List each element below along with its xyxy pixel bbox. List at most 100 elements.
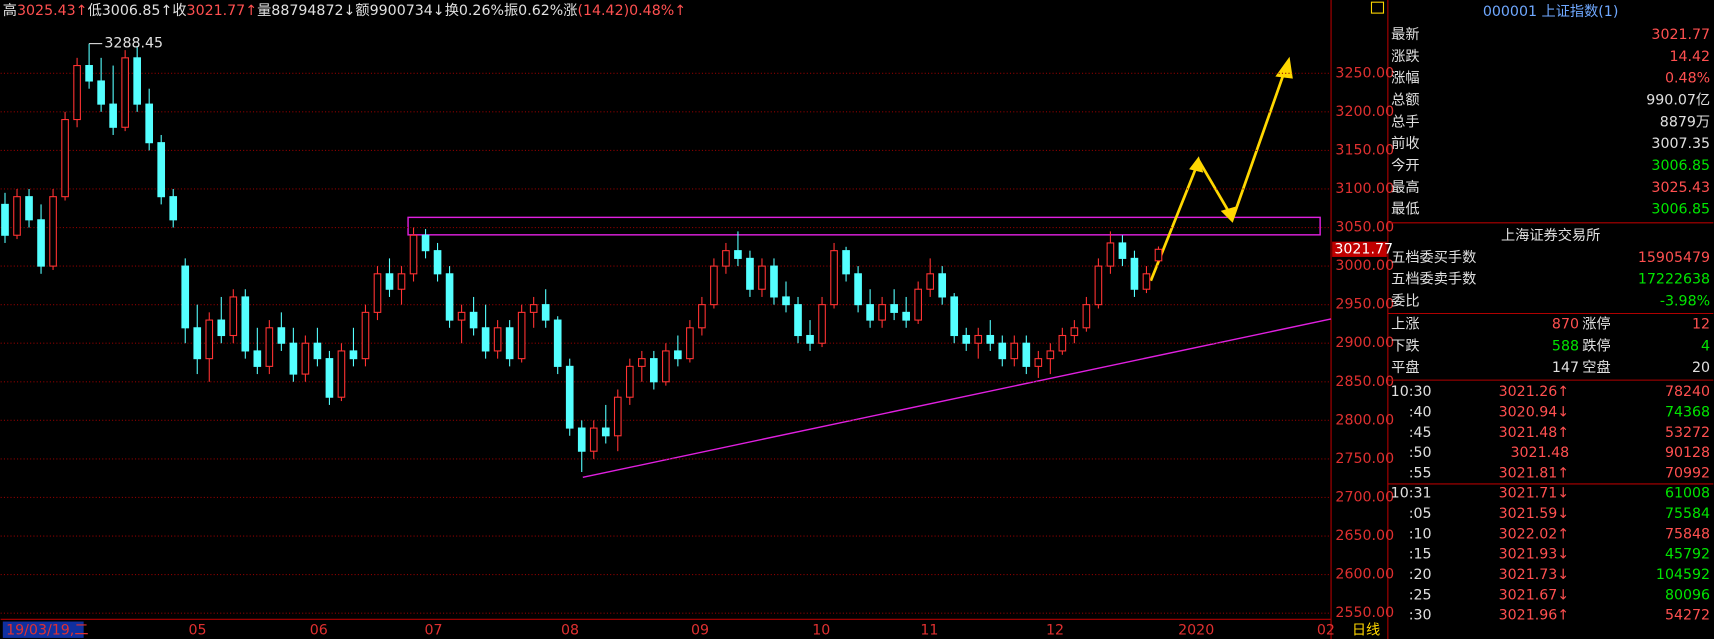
stat-label: 涨停 [1582, 315, 1610, 332]
period-label[interactable]: 日线 [1352, 622, 1380, 638]
x-tick-label: 06 [310, 622, 328, 638]
trend-line [582, 318, 1332, 479]
x-tick-label: 19/03/19,二 [6, 622, 88, 638]
candle-body [349, 350, 358, 360]
candle-body [97, 80, 105, 105]
tick-price: 3021.26↑ [1499, 384, 1570, 400]
candle-body [601, 427, 610, 437]
tick-price: 3021.67↓ [1499, 587, 1570, 603]
candle-body [662, 350, 670, 383]
quote-label: 换 [445, 2, 459, 19]
candle-body [1154, 248, 1163, 262]
tick-price: 3021.48 [1511, 445, 1570, 461]
x-tick-label: 10 [812, 622, 830, 638]
candle-body [85, 65, 93, 82]
candle-body [962, 334, 971, 344]
y-tick-label: 2900.00 [1335, 335, 1394, 351]
candle-body [1022, 342, 1031, 367]
candle-body [385, 273, 394, 290]
quote-value: 3025.43↑ [17, 3, 88, 19]
candle-body [902, 311, 910, 321]
quote-value: 0.48% [1665, 71, 1710, 87]
candle-body [313, 342, 322, 360]
order-label: 五档委卖手数 [1391, 272, 1476, 288]
candle-body [397, 273, 406, 290]
stat-label: 跌停 [1582, 337, 1610, 354]
y-tick-label: 2750.00 [1335, 451, 1394, 467]
candle-body [253, 350, 262, 367]
resistance-box [407, 216, 1321, 236]
candle-body [1142, 273, 1151, 290]
stat-value: 12 [1692, 316, 1710, 332]
tick-time: :05 [1409, 506, 1432, 522]
candle-body [157, 142, 166, 198]
stat-label: 下跌 [1391, 338, 1419, 354]
tick-volume: 74368 [1665, 404, 1710, 420]
tick-time: :15 [1409, 547, 1432, 563]
quote-bar: 高3025.43↑低3006.85↑收3021.77↑量88794872↓额99… [3, 2, 686, 19]
candle-body [1106, 242, 1115, 267]
tick-time: :10 [1409, 526, 1432, 542]
candle-body [325, 358, 334, 398]
quote-value: 3025.43 [1651, 180, 1710, 196]
tick-volume: 54272 [1665, 608, 1710, 624]
quote-value: 3007.35 [1651, 136, 1710, 152]
candle-body [445, 273, 454, 321]
y-tick-label: 3200.00 [1335, 104, 1394, 120]
exchange-title: 上海证券交易所 [1501, 227, 1600, 244]
toggle-button[interactable] [1370, 1, 1385, 14]
candle-body [589, 427, 598, 452]
x-tick-label: 07 [424, 622, 442, 638]
x-tick-label: 12 [1046, 622, 1064, 638]
y-tick-label: 3150.00 [1335, 142, 1394, 158]
tick-price: 3021.96↑ [1499, 608, 1570, 624]
candle-body [650, 358, 658, 383]
candle-body [421, 234, 430, 252]
y-tick-label: 3000.00 [1335, 258, 1394, 274]
candle-body [782, 296, 790, 306]
candle-body [193, 327, 202, 360]
quote-label: 涨 [563, 3, 577, 19]
candle-body [854, 273, 862, 306]
tick-volume: 53272 [1665, 425, 1710, 441]
candle-body [181, 265, 190, 329]
quote-label: 低 [88, 3, 102, 19]
tick-price: 3021.59↓ [1499, 506, 1570, 522]
quote-label: 振 [504, 3, 518, 19]
candle-body [637, 358, 646, 367]
candle-body [145, 103, 154, 144]
candle-body [529, 304, 538, 313]
tick-volume: 75584 [1665, 506, 1710, 522]
tick-volume: 75848 [1665, 526, 1710, 542]
candle-body [1082, 304, 1091, 329]
x-tick-label: 11 [920, 622, 938, 638]
stat-label: 平盘 [1391, 359, 1419, 376]
quote-value: 8879万 [1660, 114, 1710, 130]
order-value: 17222638 [1638, 272, 1710, 288]
candle-body [1058, 334, 1067, 352]
stat-value: 870 [1552, 316, 1579, 332]
tick-volume: 70992 [1665, 465, 1710, 481]
candle-body [770, 265, 778, 298]
x-tick-label: 09 [691, 622, 709, 638]
candle-body [241, 296, 250, 352]
candle-body [301, 342, 310, 375]
quote-label: 涨跌 [1391, 49, 1419, 65]
candle-body [698, 304, 706, 329]
candle-body [481, 327, 490, 352]
y-tick-label: 2600.00 [1335, 567, 1394, 583]
quote-value: 88794872↓ [271, 3, 355, 19]
candle-body [1010, 342, 1019, 360]
tick-price: 3021.81↑ [1499, 465, 1570, 481]
tick-time: 10:31 [1391, 486, 1432, 502]
quote-value: 0.26% [459, 3, 504, 19]
tick-time: :25 [1409, 587, 1432, 603]
candle-body [337, 350, 346, 398]
quote-label: 总手 [1391, 114, 1419, 130]
candle-body [734, 250, 742, 259]
candle-body [710, 265, 718, 306]
candle-body [37, 219, 45, 267]
price-tag [1332, 241, 1387, 257]
